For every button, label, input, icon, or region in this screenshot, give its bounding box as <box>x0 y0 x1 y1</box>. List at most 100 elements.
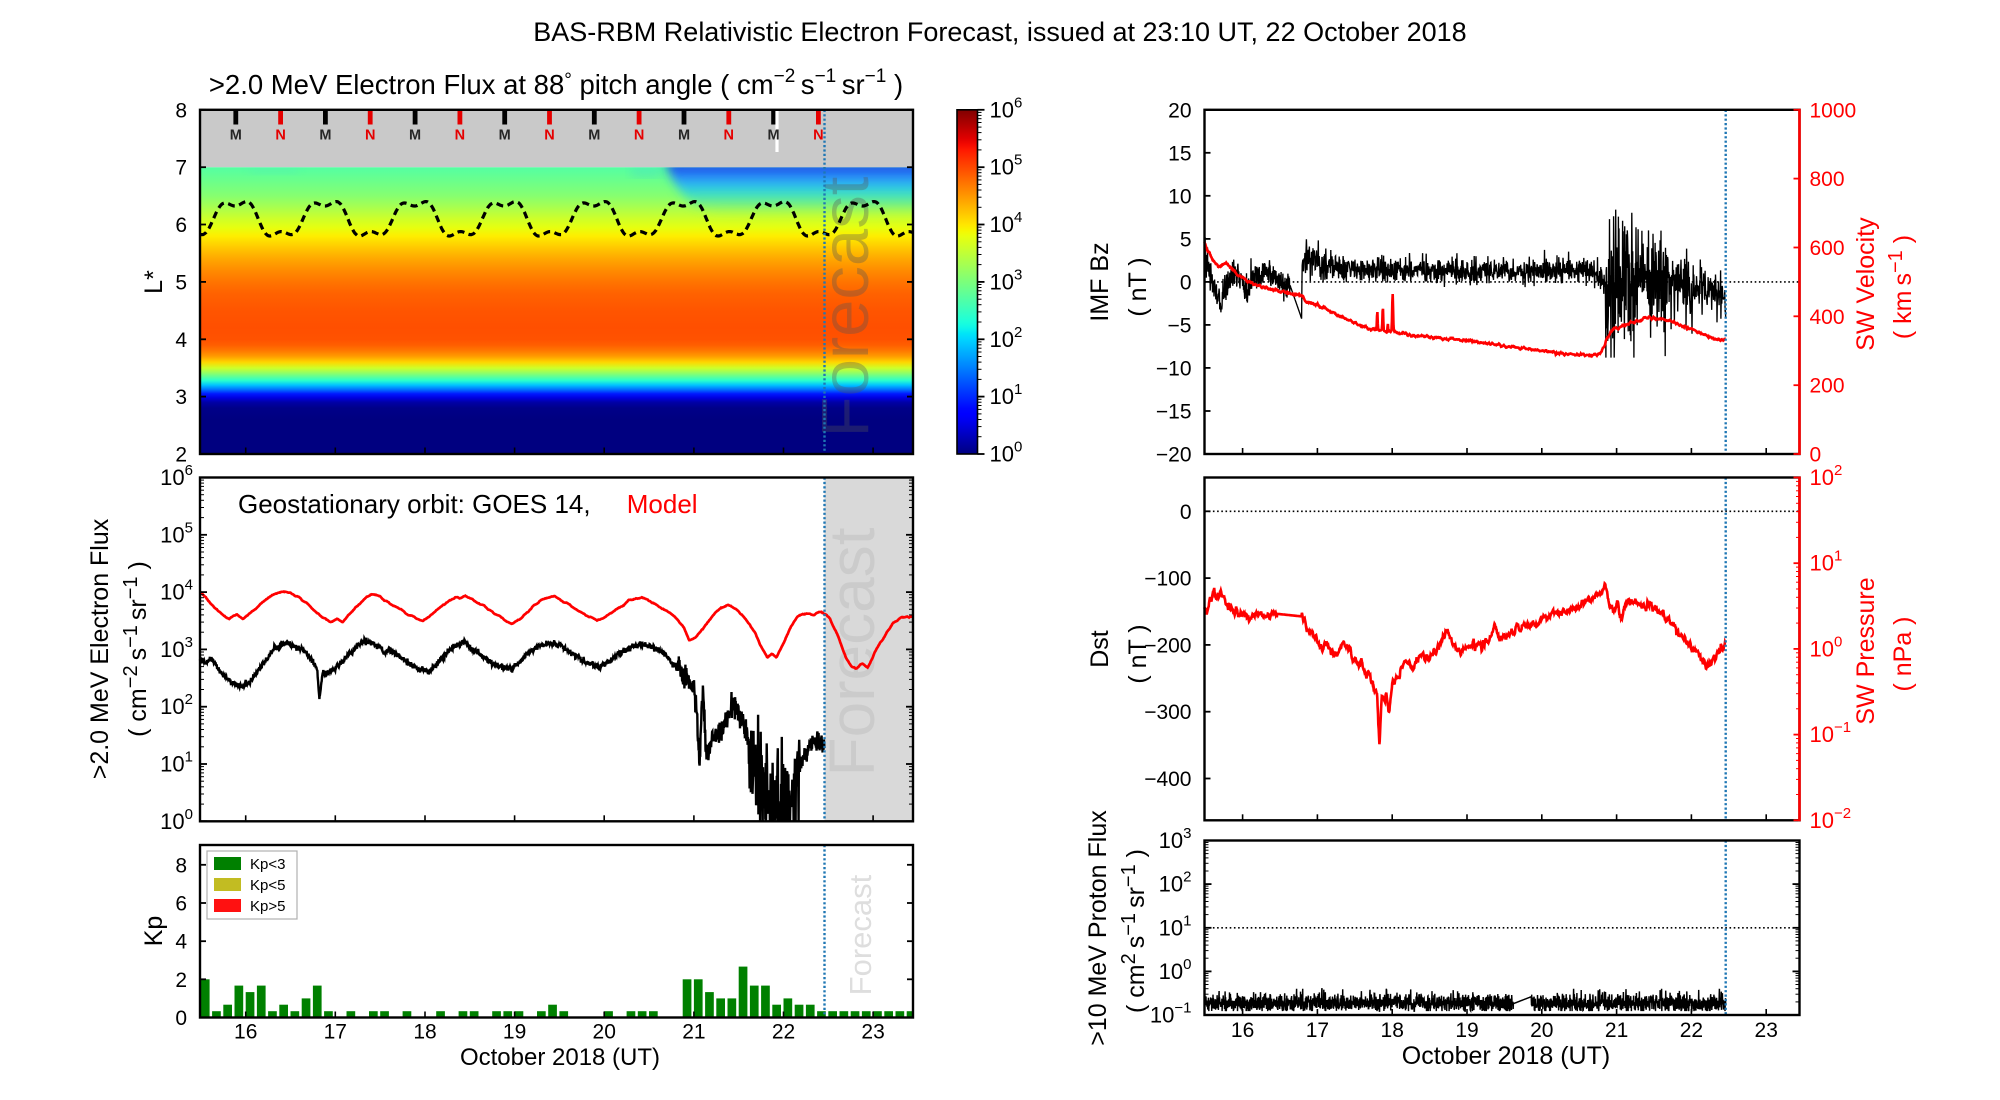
svg-text:−15: −15 <box>1156 401 1192 424</box>
svg-text:0: 0 <box>1810 444 1822 467</box>
svg-text:104: 104 <box>990 209 1023 237</box>
svg-text:M: M <box>768 128 780 144</box>
svg-text:SW Velocity: SW Velocity <box>1852 217 1880 351</box>
svg-text:19: 19 <box>503 1021 526 1044</box>
svg-text:22: 22 <box>1680 1019 1703 1042</box>
svg-text:102: 102 <box>990 324 1023 352</box>
svg-text:103: 103 <box>1159 825 1192 853</box>
svg-text:104: 104 <box>160 577 193 605</box>
svg-text:( km s−1 ): ( km s−1 ) <box>1885 235 1917 339</box>
svg-text:20: 20 <box>1530 1019 1553 1042</box>
svg-text:101: 101 <box>160 749 193 777</box>
svg-text:23: 23 <box>861 1021 884 1044</box>
svg-text:101: 101 <box>990 381 1023 409</box>
svg-text:( nPa ): ( nPa ) <box>1889 616 1917 691</box>
svg-text:October 2018 (UT): October 2018 (UT) <box>1402 1042 1610 1070</box>
svg-text:5: 5 <box>1180 228 1192 251</box>
svg-text:800: 800 <box>1810 168 1845 191</box>
svg-text:N: N <box>813 128 823 144</box>
svg-text:100: 100 <box>1810 633 1843 661</box>
svg-text:10−2: 10−2 <box>1810 805 1852 833</box>
svg-text:18: 18 <box>413 1021 436 1044</box>
svg-text:101: 101 <box>1159 912 1192 940</box>
svg-text:600: 600 <box>1810 237 1845 260</box>
svg-text:20: 20 <box>1168 99 1191 122</box>
svg-text:SW Pressure: SW Pressure <box>1852 577 1880 724</box>
svg-text:8: 8 <box>175 854 187 877</box>
svg-text:6: 6 <box>175 893 187 916</box>
svg-text:15: 15 <box>1168 142 1191 165</box>
svg-text:N: N <box>455 128 465 144</box>
svg-text:−400: −400 <box>1144 768 1191 791</box>
svg-text:100: 100 <box>1159 956 1192 984</box>
svg-text:−5: −5 <box>1168 314 1192 337</box>
svg-text:Kp: Kp <box>140 916 168 947</box>
svg-text:16: 16 <box>1231 1019 1254 1042</box>
svg-text:0: 0 <box>1180 271 1192 294</box>
svg-text:( nT ): ( nT ) <box>1124 257 1152 316</box>
svg-text:22: 22 <box>772 1021 795 1044</box>
svg-text:M: M <box>230 128 242 144</box>
svg-text:Kp<3: Kp<3 <box>250 856 285 873</box>
svg-text:Kp<5: Kp<5 <box>250 877 285 894</box>
svg-text:106: 106 <box>990 94 1023 122</box>
svg-text:Forecast: Forecast <box>843 874 878 995</box>
svg-text:Forecast: Forecast <box>816 527 888 776</box>
svg-text:0: 0 <box>1180 501 1192 524</box>
svg-text:( cm−2 s−1 sr−1 ): ( cm−2 s−1 sr−1 ) <box>120 561 152 737</box>
svg-text:M: M <box>678 128 690 144</box>
svg-text:101: 101 <box>1810 548 1843 576</box>
svg-text:( nT ): ( nT ) <box>1124 624 1152 683</box>
svg-text:>2.0 MeV Electron Flux: >2.0 MeV Electron Flux <box>86 518 114 779</box>
svg-text:20: 20 <box>593 1021 616 1044</box>
svg-text:N: N <box>634 128 644 144</box>
svg-text:5: 5 <box>175 271 187 294</box>
svg-text:21: 21 <box>1605 1019 1628 1042</box>
svg-text:−20: −20 <box>1156 444 1192 467</box>
svg-text:N: N <box>275 128 285 144</box>
svg-text:−200: −200 <box>1144 634 1191 657</box>
svg-text:102: 102 <box>1159 869 1192 897</box>
svg-text:Kp>5: Kp>5 <box>250 898 285 915</box>
svg-text:105: 105 <box>990 152 1023 180</box>
svg-text:105: 105 <box>160 519 193 547</box>
svg-text:10: 10 <box>1168 185 1191 208</box>
svg-text:6: 6 <box>175 214 187 237</box>
svg-text:21: 21 <box>682 1021 705 1044</box>
svg-text:103: 103 <box>160 634 193 662</box>
svg-text:3: 3 <box>175 386 187 409</box>
svg-text:4: 4 <box>175 329 187 352</box>
svg-text:October 2018 (UT): October 2018 (UT) <box>460 1044 660 1071</box>
svg-text:100: 100 <box>990 439 1023 467</box>
svg-text:17: 17 <box>1306 1019 1329 1042</box>
svg-text:4: 4 <box>175 931 187 954</box>
svg-text:103: 103 <box>990 266 1023 294</box>
svg-text:M: M <box>588 128 600 144</box>
svg-text:Dst: Dst <box>1086 630 1114 668</box>
svg-text:106: 106 <box>160 462 193 490</box>
svg-text:17: 17 <box>324 1021 347 1044</box>
svg-text:N: N <box>365 128 375 144</box>
svg-text:10−1: 10−1 <box>1810 719 1852 747</box>
svg-text:1000: 1000 <box>1810 99 1857 122</box>
svg-text:>2.0 MeV Electron Flux at 88°: >2.0 MeV Electron Flux at 88° pitch angl… <box>209 66 903 100</box>
svg-text:2: 2 <box>175 444 187 467</box>
svg-text:N: N <box>544 128 554 144</box>
svg-text:Forecast: Forecast <box>808 176 883 437</box>
svg-text:400: 400 <box>1810 306 1845 329</box>
svg-text:102: 102 <box>160 691 193 719</box>
svg-text:BAS-RBM Relativistic Electron: BAS-RBM Relativistic Electron Forecast, … <box>533 17 1466 47</box>
svg-text:M: M <box>499 128 511 144</box>
svg-text:L*: L* <box>140 270 168 294</box>
svg-text:Geostationary orbit: GOES 14,: Geostationary orbit: GOES 14, Model <box>238 489 698 519</box>
svg-text:19: 19 <box>1455 1019 1478 1042</box>
svg-text:IMF Bz: IMF Bz <box>1086 242 1114 321</box>
svg-text:M: M <box>319 128 331 144</box>
svg-text:−300: −300 <box>1144 701 1191 724</box>
svg-text:( cm2 s−1 sr−1 ): ( cm2 s−1 sr−1 ) <box>1118 849 1150 1013</box>
svg-text:18: 18 <box>1381 1019 1404 1042</box>
svg-text:8: 8 <box>175 99 187 122</box>
svg-text:102: 102 <box>1810 462 1843 490</box>
svg-text:M: M <box>409 128 421 144</box>
svg-text:200: 200 <box>1810 375 1845 398</box>
